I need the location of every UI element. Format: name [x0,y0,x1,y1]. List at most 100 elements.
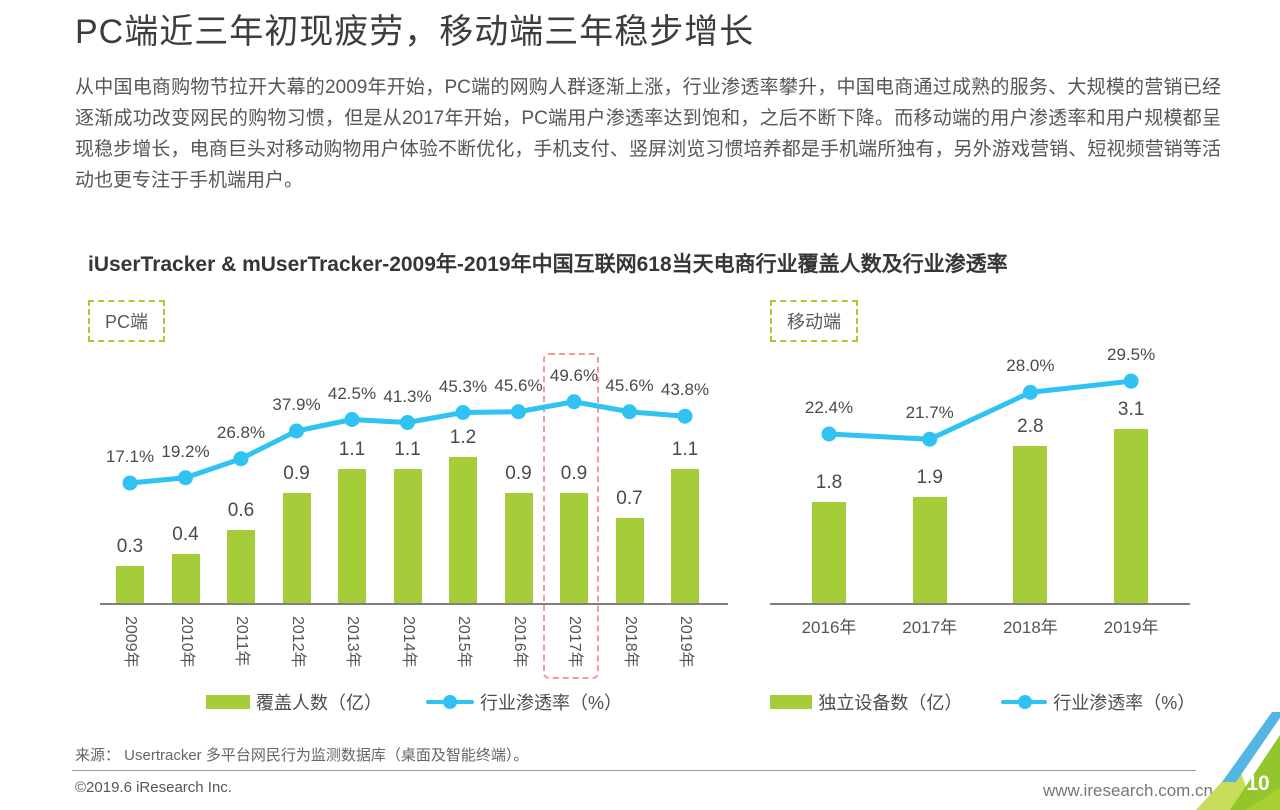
bar-2017年 [912,497,947,603]
pc-legend: 覆盖人数（亿） 行业渗透率（%） [100,689,728,715]
category-label-2010年: 2010年 [177,616,195,668]
bar-value-2011年: 0.6 [227,500,255,521]
bar-2010年 [171,554,200,603]
bar-value-2015年: 1.2 [449,427,477,448]
category-label-2013年: 2013年 [344,616,361,668]
copyright-text: ©2019.6 iResearch Inc. [75,779,232,796]
bar-2011年 [227,530,255,603]
bar-value-2019年: 3.1 [1117,399,1145,420]
line-dot-2010年 [178,470,193,486]
bar-value-2012年: 0.9 [283,463,310,484]
pct-value-2019年: 43.8% [660,380,710,400]
corner-blue-band [1222,712,1280,782]
line-dot-icon [1001,694,1048,710]
pct-value-2016年: 45.6% [494,375,543,395]
legend-item-bars: 独立设备数（亿） [770,689,963,715]
page-title: PC端近三年初现疲劳，移动端三年稳步增长 [75,13,755,51]
category-label-2019年: 2019年 [677,616,694,668]
line-dot-2018年 [1022,384,1038,400]
category-label-2012年: 2012年 [288,616,306,668]
bar-2009年 [116,566,144,603]
penetration-line-layer [821,373,1139,447]
corner-green-triangle [1230,735,1280,810]
bar-value-2009年: 0.3 [116,536,144,557]
category-label-2016年: 2016年 [801,618,857,637]
bar-2017年 [560,493,588,603]
pct-value-2009年: 17.1% [105,447,155,466]
line-dot-2011年 [233,451,249,467]
bar-value-2014年: 1.1 [394,439,421,460]
pct-value-2017年: 49.6% [549,365,599,385]
line-dot-2016年 [511,404,526,420]
bar-2019年 [671,469,699,603]
bar-value-2016年: 0.9 [505,463,532,484]
website-url: www.iresearch.com.cn [1042,781,1213,800]
bar-swatch-icon [770,695,813,709]
line-dot-2012年 [289,423,304,439]
pct-value-2014年: 41.3% [383,386,432,406]
bar-value-2018年: 2.8 [1017,416,1044,437]
pct-value-2010年: 19.2% [161,441,210,461]
pct-value-2017年: 21.7% [905,403,954,423]
mobile-chart: 1.8 2016年 1.9 2017年 2.8 2018年 3.1 2019年 22.4% 21.… [770,345,1190,695]
legend-label: 行业渗透率（%） [1053,693,1196,713]
bar-value-2019年: 1.1 [671,439,699,460]
bar-value-2010年: 0.4 [172,524,199,545]
legend-item-bars: 覆盖人数（亿） [205,689,382,715]
line-dot-2017年 [566,394,582,410]
category-label-2018年: 2018年 [1002,618,1058,637]
line-dot-2017年 [922,431,938,447]
bar-2015年 [449,457,477,603]
source-note: 来源： Usertracker 多平台网民行为监测数据库（桌面及智能终端）。 [75,747,529,764]
mobile-x-axis [770,603,1190,605]
mobile-section-badge: 移动端 [770,300,858,342]
bar-2016年 [812,502,846,603]
bar-value-2017年: 1.9 [916,467,943,488]
penetration-line-path [826,378,1134,442]
footer-divider [72,770,1196,771]
category-label-2018年: 2018年 [621,616,639,668]
line-dot-2016年 [821,426,837,442]
line-dot-shape [442,694,457,709]
bar-2016年 [504,493,533,603]
line-dot-2013年 [344,412,360,427]
category-label-2017年: 2017年 [566,616,583,668]
bar-2014年 [393,469,422,603]
pct-value-2018年: 45.6% [605,375,654,395]
legend-item-line: 行业渗透率（%） [425,689,622,715]
legend-label: 独立设备数（亿） [818,693,963,713]
line-dot-2019年 [1123,373,1139,389]
chart-heading: iUserTracker & mUserTracker-2009年-2019年中… [88,253,1008,276]
bar-value-2017年: 0.9 [560,463,588,484]
line-dot-2015年 [455,405,471,420]
pct-value-2018年: 28.0% [1006,356,1055,376]
category-label-2019年: 2019年 [1103,618,1159,637]
line-dot-2009年 [122,475,138,491]
legend-label: 覆盖人数（亿） [255,693,382,713]
category-label-2015年: 2015年 [455,616,472,668]
pct-value-2015年: 45.3% [438,376,488,396]
legend-label: 行业渗透率（%） [479,693,622,713]
bar-value-2016年: 1.8 [815,472,843,493]
bar-value-2013年: 1.1 [338,439,366,460]
category-label-2011年: 2011年 [233,616,250,667]
category-label-2014年: 2014年 [399,616,417,668]
pct-value-2019年: 29.5% [1106,345,1156,365]
line-dot-2019年 [677,408,693,424]
bar-2018年 [1013,446,1048,603]
highlight-2017-box [543,353,599,679]
bar-2013年 [338,469,366,603]
penetration-line-layer [122,394,693,491]
pct-value-2012年: 37.9% [272,395,321,414]
line-dot-2018年 [622,404,637,420]
category-label-2017年: 2017年 [902,618,958,637]
bar-2012年 [282,493,311,603]
line-dot-shape [1018,694,1033,709]
pct-value-2013年: 42.5% [327,383,377,403]
pc-x-axis [100,603,728,605]
bar-value-2018年: 0.7 [616,488,643,509]
corner-decoration [1196,712,1280,810]
line-dot-icon [425,694,474,710]
corner-green-facet [1246,788,1280,810]
